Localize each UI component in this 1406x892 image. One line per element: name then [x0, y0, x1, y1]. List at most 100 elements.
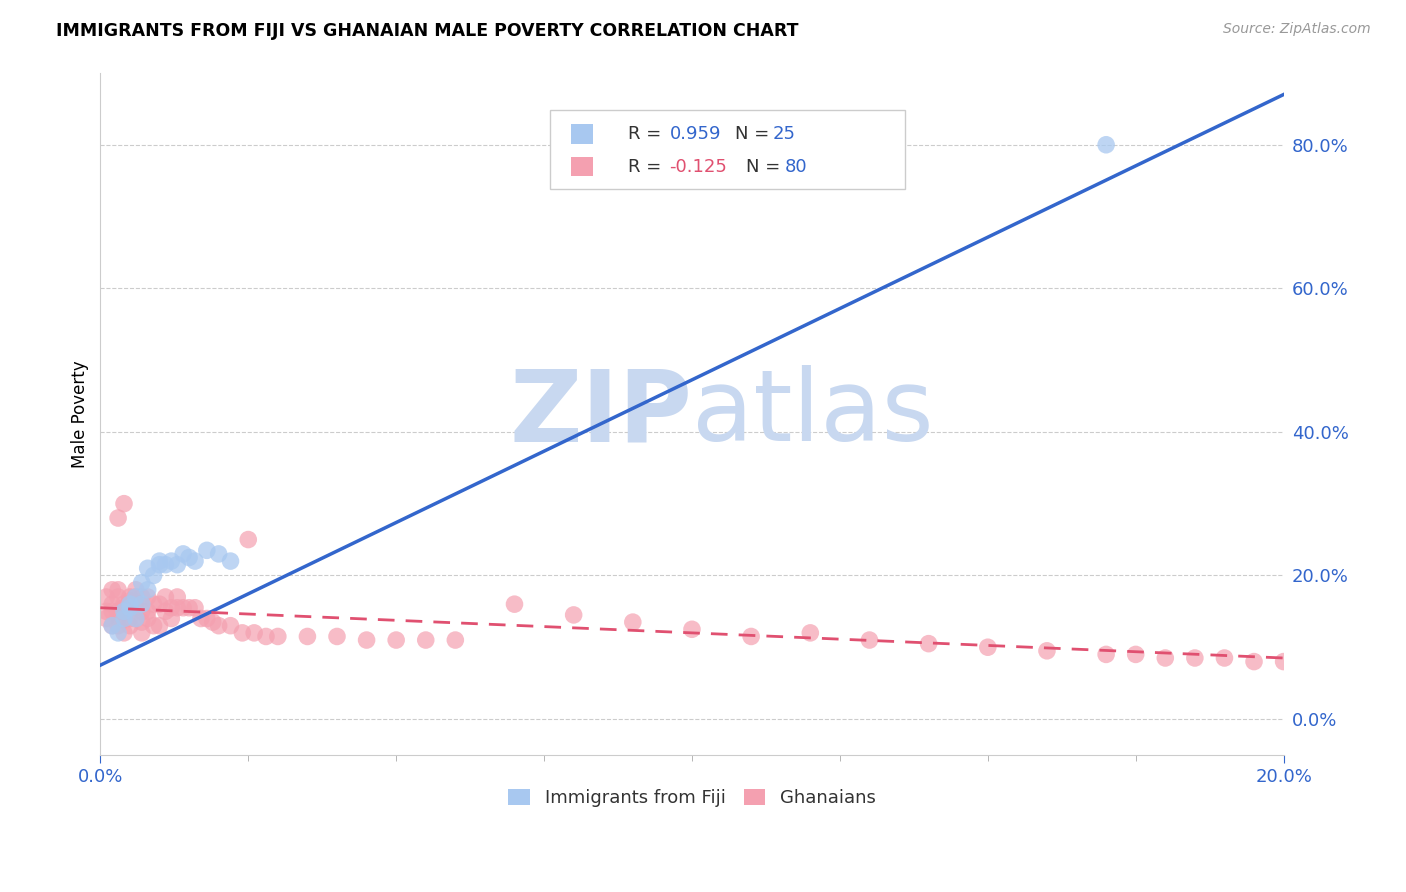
Point — [136, 611, 159, 625]
Point — [112, 604, 135, 618]
Text: R =: R = — [628, 125, 666, 143]
Point — [799, 626, 821, 640]
Point — [1243, 655, 1265, 669]
Text: atlas: atlas — [692, 366, 934, 462]
Point — [195, 543, 218, 558]
Point — [125, 611, 148, 625]
Text: ZIP: ZIP — [509, 366, 692, 462]
Point — [1036, 644, 1059, 658]
Point — [112, 600, 135, 615]
Point — [125, 582, 148, 597]
FancyBboxPatch shape — [571, 125, 593, 144]
Point — [148, 558, 170, 572]
Point — [184, 600, 207, 615]
Point — [195, 611, 218, 625]
Point — [858, 633, 880, 648]
Point — [326, 630, 349, 644]
Point — [96, 611, 118, 625]
Point — [118, 593, 141, 607]
Point — [101, 582, 124, 597]
Text: 25: 25 — [772, 125, 796, 143]
Text: Source: ZipAtlas.com: Source: ZipAtlas.com — [1223, 22, 1371, 37]
Point — [1213, 651, 1236, 665]
Point — [155, 590, 177, 604]
Point — [219, 554, 242, 568]
Point — [166, 600, 188, 615]
Point — [238, 533, 260, 547]
Point — [166, 590, 188, 604]
Point — [917, 637, 939, 651]
Point — [125, 590, 148, 604]
Point — [118, 597, 141, 611]
Point — [118, 600, 141, 615]
Point — [740, 630, 762, 644]
Point — [107, 582, 129, 597]
Point — [172, 600, 194, 615]
Text: 80: 80 — [785, 158, 807, 176]
Point — [155, 604, 177, 618]
Point — [131, 604, 153, 618]
Point — [112, 626, 135, 640]
Point — [125, 590, 148, 604]
Point — [131, 626, 153, 640]
Point — [208, 618, 231, 632]
Point — [1095, 137, 1118, 152]
Point — [125, 600, 148, 615]
Point — [107, 611, 129, 625]
Point — [148, 554, 170, 568]
Point — [107, 590, 129, 604]
Point — [148, 597, 170, 611]
Point — [131, 590, 153, 604]
Point — [1125, 648, 1147, 662]
Point — [118, 600, 141, 615]
Point — [125, 611, 148, 625]
Point — [112, 597, 135, 611]
Point — [107, 626, 129, 640]
Point — [1154, 651, 1177, 665]
Point — [1184, 651, 1206, 665]
Text: N =: N = — [747, 158, 786, 176]
Point — [142, 568, 165, 582]
Point — [219, 618, 242, 632]
Point — [356, 633, 378, 648]
Point — [112, 611, 135, 625]
Point — [177, 550, 200, 565]
Point — [208, 547, 231, 561]
Point — [201, 615, 224, 629]
Point — [177, 600, 200, 615]
Text: 0.959: 0.959 — [669, 125, 721, 143]
Point — [112, 611, 135, 625]
Point — [503, 597, 526, 611]
Point — [142, 597, 165, 611]
Point — [107, 618, 129, 632]
Point — [1095, 648, 1118, 662]
Point — [96, 590, 118, 604]
Point — [184, 554, 207, 568]
Point — [118, 618, 141, 632]
Point — [562, 607, 585, 622]
Point — [444, 633, 467, 648]
Point — [118, 611, 141, 625]
Point — [190, 611, 212, 625]
Point — [131, 615, 153, 629]
FancyBboxPatch shape — [571, 157, 593, 177]
Point — [621, 615, 644, 629]
Point — [131, 575, 153, 590]
Point — [977, 640, 1000, 655]
Point — [148, 618, 170, 632]
Point — [172, 547, 194, 561]
Point — [231, 626, 253, 640]
Text: IMMIGRANTS FROM FIJI VS GHANAIAN MALE POVERTY CORRELATION CHART: IMMIGRANTS FROM FIJI VS GHANAIAN MALE PO… — [56, 22, 799, 40]
Point — [155, 558, 177, 572]
Point — [131, 597, 153, 611]
Point — [142, 618, 165, 632]
Point — [385, 633, 408, 648]
Point — [112, 497, 135, 511]
Point — [136, 604, 159, 618]
Point — [160, 611, 183, 625]
Point — [118, 590, 141, 604]
Point — [107, 511, 129, 525]
Point — [101, 604, 124, 618]
Point — [101, 618, 124, 632]
Point — [254, 630, 277, 644]
